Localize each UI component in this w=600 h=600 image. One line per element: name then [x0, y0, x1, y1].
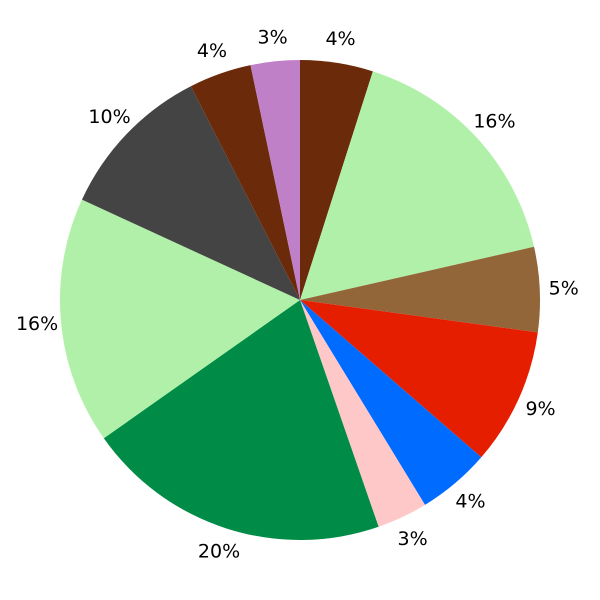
- slice-label-2: 5%: [549, 277, 579, 299]
- pie-slice-9: [190, 65, 300, 300]
- slice-label-4: 4%: [455, 491, 485, 513]
- slice-label-10: 3%: [258, 26, 288, 48]
- slice-label-8: 10%: [88, 106, 130, 128]
- pie-slice-1: [300, 71, 535, 301]
- pie-slice-6: [103, 300, 379, 540]
- slice-label-5: 3%: [398, 528, 428, 550]
- pie-slice-3: [300, 300, 538, 458]
- pie-slice-4: [300, 300, 482, 505]
- pie-slice-7: [59, 199, 300, 439]
- slice-label-3: 9%: [525, 398, 555, 420]
- slice-label-0: 4%: [325, 28, 355, 50]
- pie-slice-8: [81, 86, 301, 300]
- slice-label-7: 16%: [16, 313, 58, 335]
- pie-slice-5: [300, 300, 425, 527]
- pie-slice-10: [250, 60, 300, 300]
- pie-slice-0: [300, 60, 373, 300]
- slice-label-1: 16%: [473, 110, 515, 132]
- slice-label-6: 20%: [198, 540, 240, 562]
- pie-slice-2: [300, 246, 540, 333]
- slice-label-9: 4%: [197, 40, 227, 62]
